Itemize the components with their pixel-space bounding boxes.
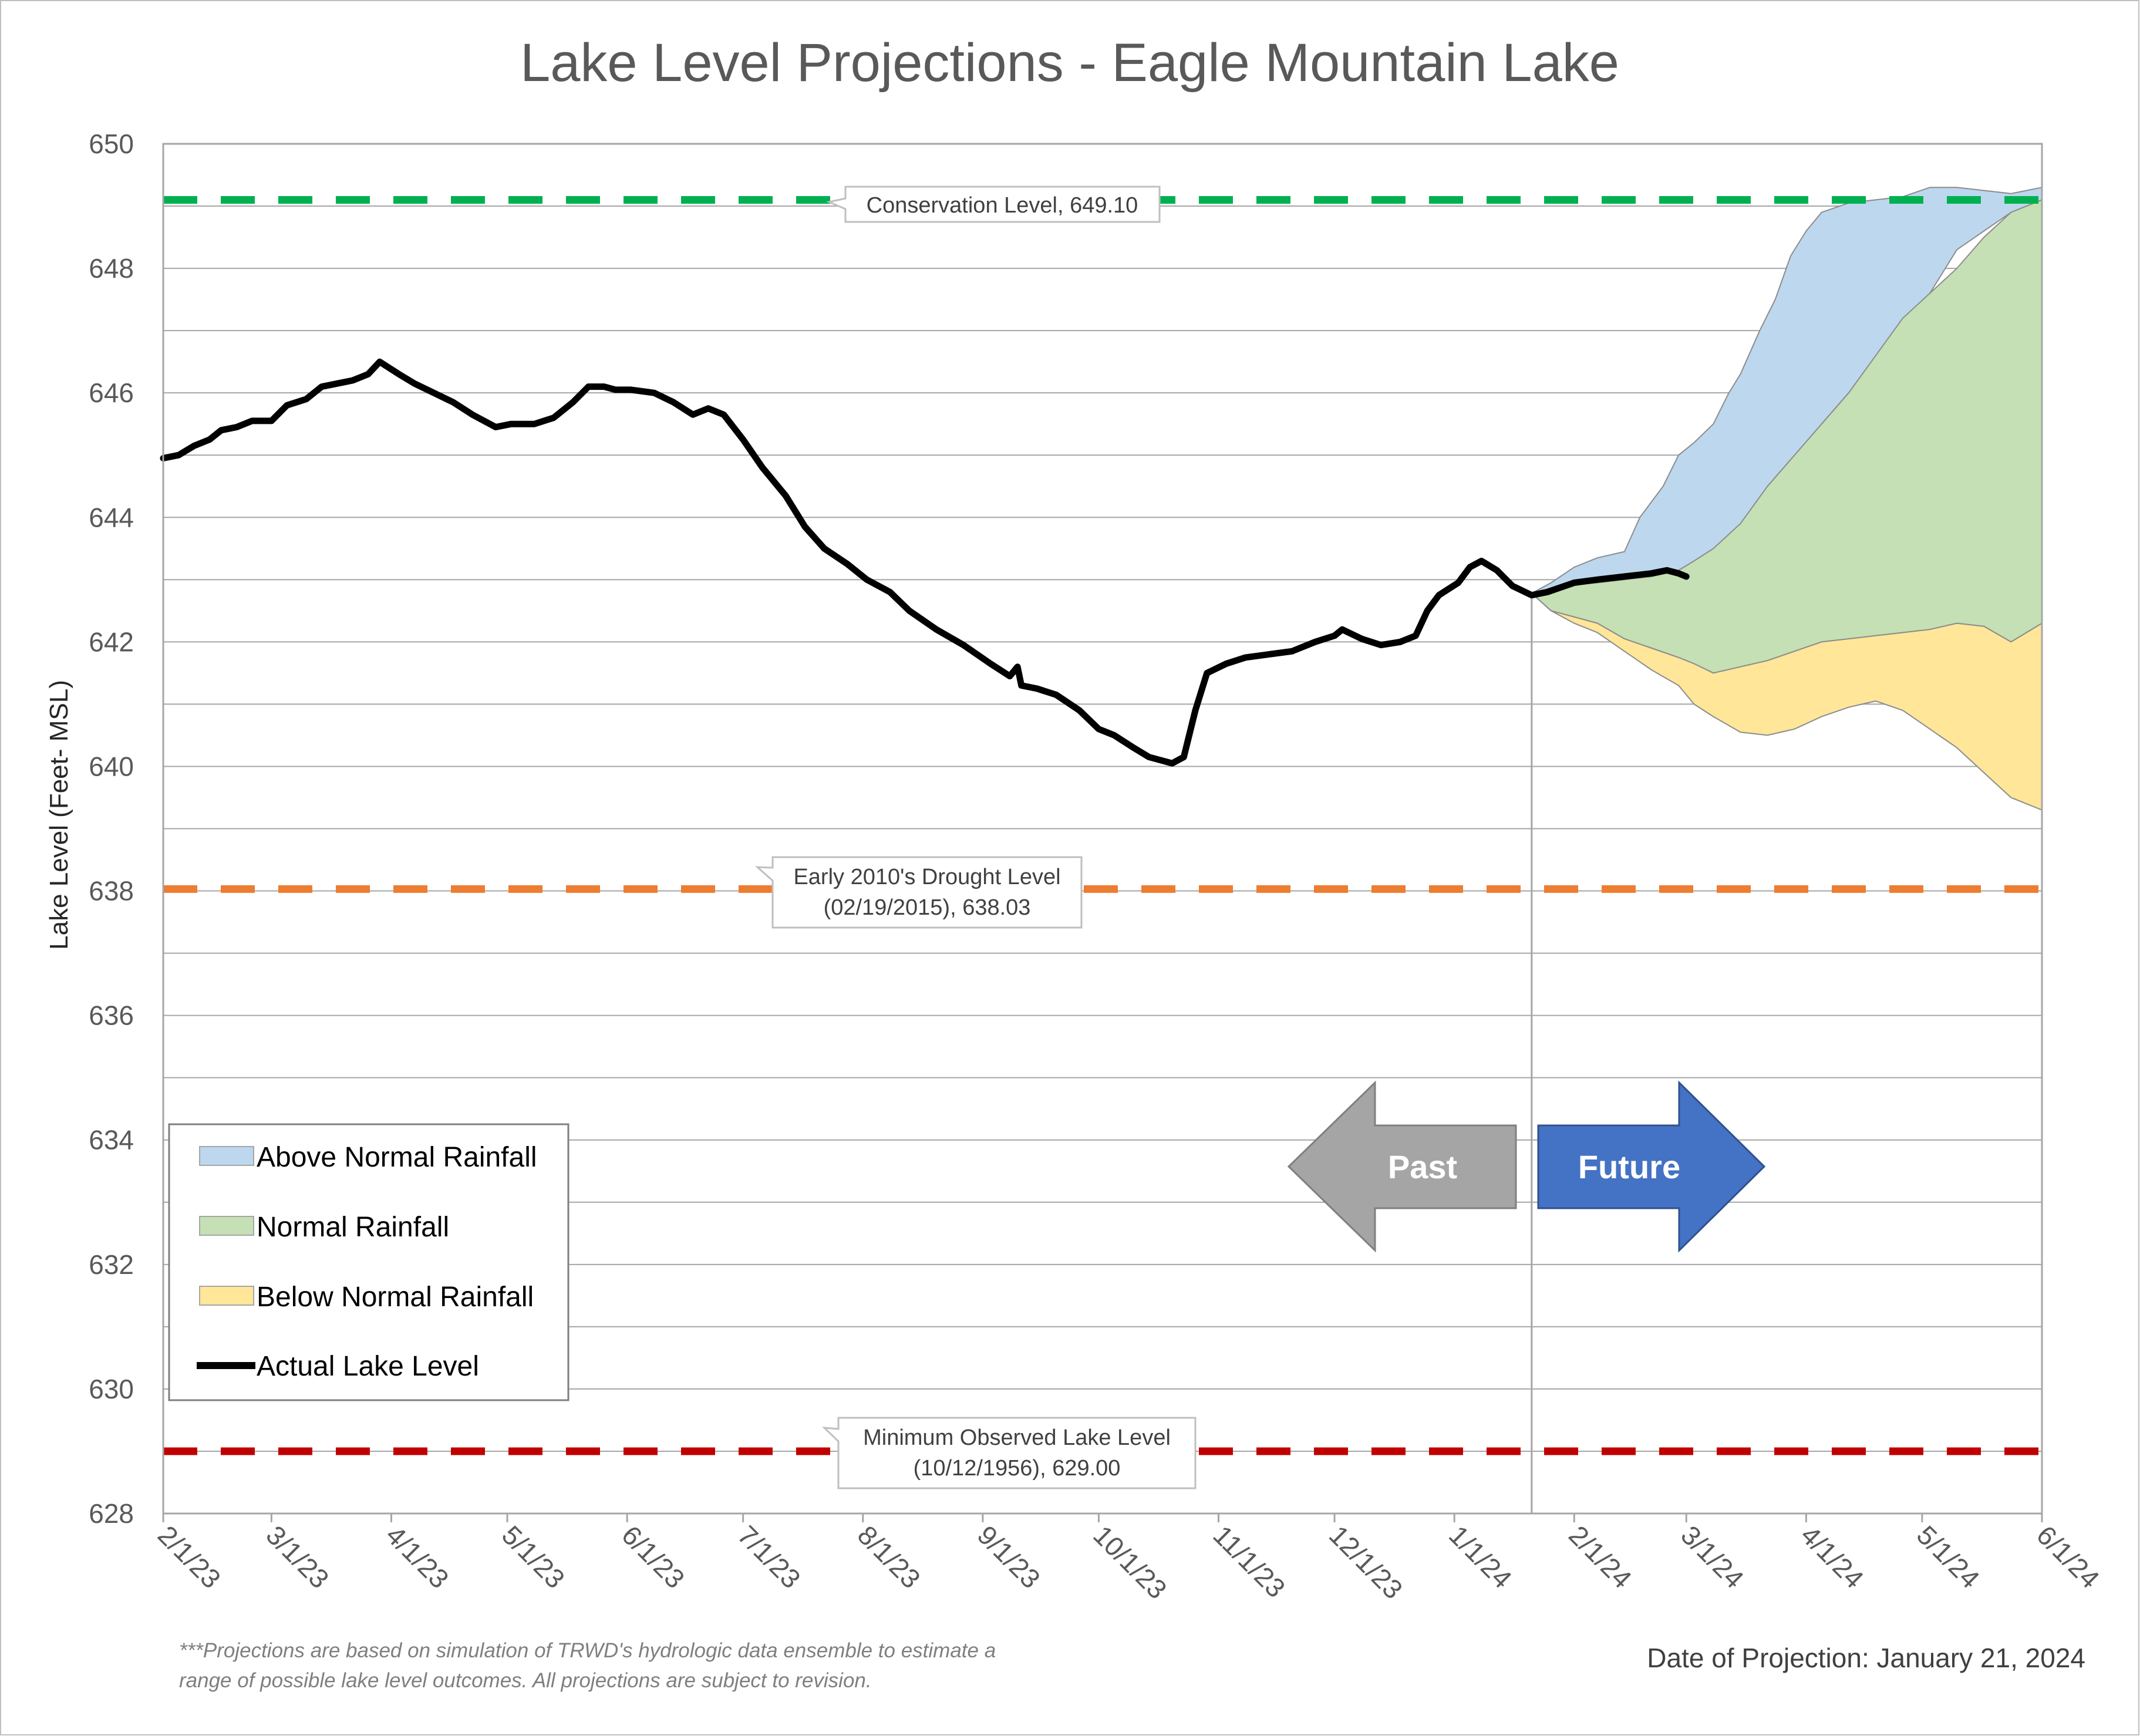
- x-tick-label: 12/1/23: [1323, 1519, 1408, 1604]
- y-tick-label: 650: [89, 129, 134, 159]
- x-tick-label: 2/1/24: [1563, 1519, 1637, 1594]
- legend-swatch-above-normal: [199, 1146, 254, 1166]
- x-tick-label: 4/1/24: [1795, 1519, 1869, 1594]
- chart-title: Lake Level Projections - Eagle Mountain …: [520, 33, 1619, 93]
- plot-area-border: [162, 143, 2043, 1515]
- legend-swatch-below-normal: [199, 1286, 254, 1306]
- past-arrow: Past: [1287, 1080, 1517, 1253]
- actual-lake-level-line: [160, 358, 1690, 767]
- future-arrow-label: Future: [1578, 1148, 1680, 1185]
- legend-label-normal: Normal Rainfall: [257, 1212, 449, 1243]
- minimum-label-line2: (10/12/1956), 629.00: [914, 1456, 1121, 1481]
- x-tick-label: 3/1/23: [260, 1519, 335, 1594]
- future-arrow: Future: [1537, 1080, 1766, 1253]
- y-tick-label: 636: [89, 1000, 134, 1031]
- x-tick-label: 3/1/24: [1675, 1519, 1750, 1594]
- y-tick-label: 640: [89, 751, 134, 781]
- projection-bands: [1530, 186, 2043, 811]
- x-tick-label: 7/1/23: [732, 1519, 807, 1594]
- x-tick-label: 5/1/24: [1911, 1519, 1986, 1594]
- legend-label-below-normal: Below Normal Rainfall: [257, 1282, 534, 1313]
- y-tick-label: 648: [89, 253, 134, 284]
- past-arrow-label: Past: [1388, 1148, 1457, 1185]
- y-tick-label: 644: [89, 502, 134, 532]
- x-tick-label: 10/1/23: [1087, 1519, 1172, 1604]
- minimum-label-line1: Minimum Observed Lake Level: [863, 1425, 1171, 1450]
- x-tick-label: 6/1/23: [616, 1519, 690, 1594]
- axes: [162, 143, 2043, 1515]
- y-tick-label: 630: [89, 1374, 134, 1404]
- y-tick-label: 642: [89, 626, 134, 657]
- x-tick-labels: 2/1/23 3/1/23 4/1/23 5/1/23 6/1/23 7/1/23 8/1/…: [152, 1513, 2105, 1605]
- x-tick-label: 8/1/23: [852, 1519, 926, 1594]
- x-tick-label: 4/1/23: [380, 1519, 454, 1594]
- footnote-line-1: ***Projections are based on simulation o…: [179, 1639, 996, 1662]
- y-tick-label: 638: [89, 876, 134, 906]
- x-tick-label: 9/1/23: [972, 1519, 1046, 1594]
- legend-label-actual: Actual Lake Level: [257, 1351, 479, 1382]
- drought-callout: Early 2010's Drought Level (02/19/2015),…: [754, 856, 1083, 929]
- conservation-label: Conservation Level, 649.10: [867, 193, 1138, 218]
- y-tick-labels: 628 630 632 634 636 638 640 642 644 646 648 650: [89, 129, 134, 1529]
- legend: Above Normal Rainfall Normal Rainfall Be…: [168, 1123, 569, 1401]
- y-tick-label: 634: [89, 1125, 134, 1155]
- y-tick-label: 632: [89, 1249, 134, 1280]
- x-tick-label: 11/1/23: [1207, 1519, 1291, 1603]
- x-tick-label: 6/1/24: [2031, 1519, 2105, 1594]
- y-tick-label: 628: [89, 1498, 134, 1529]
- y-tick-label: 646: [89, 377, 134, 408]
- conservation-callout: Conservation Level, 649.10: [826, 186, 1161, 223]
- actual-lake-level-layer: [160, 358, 1690, 767]
- x-tick-label: 2/1/23: [152, 1519, 227, 1594]
- footnote-line-2: range of possible lake level outcomes. A…: [179, 1669, 872, 1692]
- y-axis-label: Lake Level (Feet- MSL): [45, 680, 73, 950]
- legend-swatch-normal: [199, 1216, 254, 1236]
- projection-date: Date of Projection: January 21, 2024: [1647, 1643, 2085, 1673]
- x-tick-label: 1/1/24: [1443, 1519, 1518, 1594]
- minimum-callout: Minimum Observed Lake Level (10/12/1956)…: [821, 1417, 1197, 1489]
- legend-label-above-normal: Above Normal Rainfall: [257, 1142, 537, 1173]
- x-tick-label: 5/1/23: [496, 1519, 571, 1594]
- drought-label-line1: Early 2010's Drought Level: [793, 865, 1060, 889]
- drought-label-line2: (02/19/2015), 638.03: [824, 895, 1031, 920]
